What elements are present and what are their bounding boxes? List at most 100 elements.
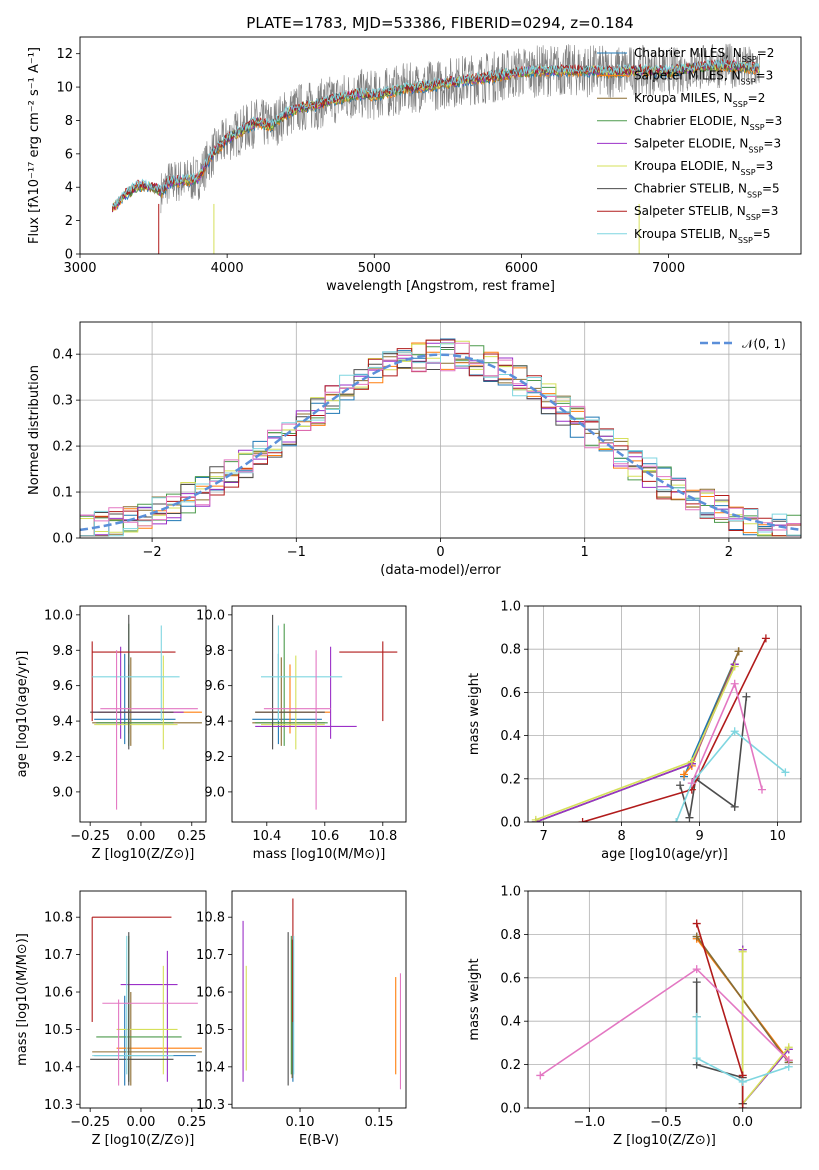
y-tick-label: 0.4 <box>500 729 521 744</box>
x-tick-label: 0.00 <box>126 829 155 844</box>
normal-distribution-curve <box>80 353 801 532</box>
weight-point-marker <box>672 818 681 822</box>
x-tick-label: 0.15 <box>365 1115 394 1130</box>
x-tick-label: 1 <box>581 545 589 560</box>
x-axis-label: age [log10(age/yr)] <box>601 847 728 862</box>
x-tick-label: 7000 <box>652 261 685 276</box>
y-tick-label: 6 <box>65 147 73 162</box>
legend-label: 𝒩(0, 1) <box>742 337 786 351</box>
weight-point-marker <box>761 634 770 643</box>
y-tick-label: 9.0 <box>52 785 73 800</box>
weight-point-marker <box>734 647 743 656</box>
y-tick-label: 0.2 <box>500 772 521 787</box>
y-tick-label: 0.4 <box>500 1015 521 1030</box>
y-tick-label: 10.0 <box>44 608 73 623</box>
weight-point-marker <box>531 815 540 822</box>
weight-point-marker <box>692 1054 701 1063</box>
legend-suffix: =3 <box>756 69 774 83</box>
y-tick-label: 2 <box>65 214 73 229</box>
weight-point-marker <box>784 1043 793 1052</box>
x-axis-label: E(B-V) <box>299 1133 339 1148</box>
legend-subscript: SSP <box>748 145 763 154</box>
y-tick-label: 0.2 <box>52 440 73 455</box>
x-tick-label: 0.0 <box>732 1115 753 1130</box>
y-tick-label: 9.8 <box>204 644 225 659</box>
weight-point-marker <box>676 781 685 790</box>
legend-label: Kroupa STELIB, NSSP=5 <box>634 227 771 245</box>
y-tick-label: 9.2 <box>52 750 73 765</box>
axes-frame <box>79 605 207 823</box>
axes-frame <box>527 605 802 823</box>
legend-subscript: SSP <box>747 190 762 199</box>
model-spectrum-line <box>112 59 760 208</box>
x-tick-label: −1 <box>287 545 306 560</box>
x-tick-label: 5000 <box>358 261 391 276</box>
weight-point-marker <box>784 1056 793 1065</box>
weight-point-marker <box>687 779 696 788</box>
weight-series-line <box>535 663 736 822</box>
weight-point-marker <box>781 768 790 777</box>
x-axis-label: Z [log10(Z/Z⊙)] <box>92 847 195 862</box>
weight-series-line <box>539 968 790 1077</box>
axes-frame <box>79 321 802 539</box>
y-tick-label: 0.0 <box>500 816 521 831</box>
y-tick-label: 0.0 <box>500 1102 521 1117</box>
panel-weight-vs-Z: −1.0 −0.5 0.0 0.0 0.2 0.4 0.6 0.8 1.0 Z [log10(Z/… <box>467 885 802 1148</box>
y-axis-label: mass weight <box>467 673 482 755</box>
x-tick-label: −0.25 <box>70 829 110 844</box>
y-tick-label: 10.5 <box>44 1023 73 1038</box>
x-tick-label: −1.0 <box>574 1115 606 1130</box>
legend-label: Chabrier MILES, NSSP=2 <box>634 46 774 64</box>
x-tick-label: 2 <box>725 545 733 560</box>
legend-label: Salpeter STELIB, NSSP=3 <box>634 204 778 222</box>
weight-point-marker <box>692 932 701 941</box>
x-tick-label: 7 <box>539 829 547 844</box>
y-tick-label: 1.0 <box>500 600 521 615</box>
residual-histogram <box>80 342 801 531</box>
weight-point-marker <box>730 662 739 671</box>
y-tick-label: 9.0 <box>204 785 225 800</box>
x-tick-label: 0 <box>436 545 444 560</box>
legend-suffix: =5 <box>753 227 771 241</box>
weight-series-line <box>535 666 736 821</box>
weight-point-marker <box>758 785 766 794</box>
y-tick-label: 10.5 <box>196 1023 225 1038</box>
legend-label: Salpeter ELODIE, NSSP=3 <box>634 136 781 154</box>
y-tick-label: 9.6 <box>52 679 73 694</box>
y-tick-label: 1.0 <box>500 885 521 900</box>
y-tick-label: 10.6 <box>196 986 225 1001</box>
legend-suffix: =5 <box>762 182 780 196</box>
x-tick-label: 0.25 <box>177 1115 206 1130</box>
x-tick-label: 10.8 <box>368 829 397 844</box>
legend-suffix: =3 <box>761 204 779 218</box>
y-tick-label: 0.4 <box>52 348 73 363</box>
y-tick-label: 0.6 <box>500 971 521 986</box>
axes-frame <box>527 890 802 1109</box>
x-axis-label: Z [log10(Z/Z⊙)] <box>613 1133 716 1148</box>
plot-area <box>536 919 793 1108</box>
y-tick-label: 0.3 <box>52 394 73 409</box>
x-tick-label: −2 <box>143 545 162 560</box>
legend-subscript: SSP <box>742 55 757 64</box>
weight-point-marker <box>738 1077 747 1086</box>
x-tick-label: 9 <box>695 829 703 844</box>
plot-area <box>531 634 790 822</box>
legend-suffix: =3 <box>763 136 781 150</box>
y-tick-label: 9.2 <box>204 750 225 765</box>
weight-point-marker <box>742 692 751 701</box>
legend-label: Chabrier STELIB, NSSP=5 <box>634 182 780 200</box>
weight-series-line <box>695 1016 789 1083</box>
y-tick-label: 8 <box>65 114 73 129</box>
y-tick-label: 9.4 <box>204 715 225 730</box>
y-tick-label: 10.3 <box>196 1098 225 1113</box>
y-tick-label: 10.7 <box>196 948 225 963</box>
weight-point-marker <box>730 727 739 736</box>
weight-point-marker <box>730 679 739 688</box>
legend-subscript: SSP <box>741 168 756 177</box>
legend-subscript: SSP <box>750 122 765 131</box>
x-tick-label: −0.25 <box>70 1115 110 1130</box>
y-tick-label: 0.8 <box>500 928 521 943</box>
legend-label: Salpeter MILES, NSSP=3 <box>634 69 773 87</box>
legend-suffix: =3 <box>765 114 783 128</box>
y-tick-label: 0.6 <box>500 686 521 701</box>
